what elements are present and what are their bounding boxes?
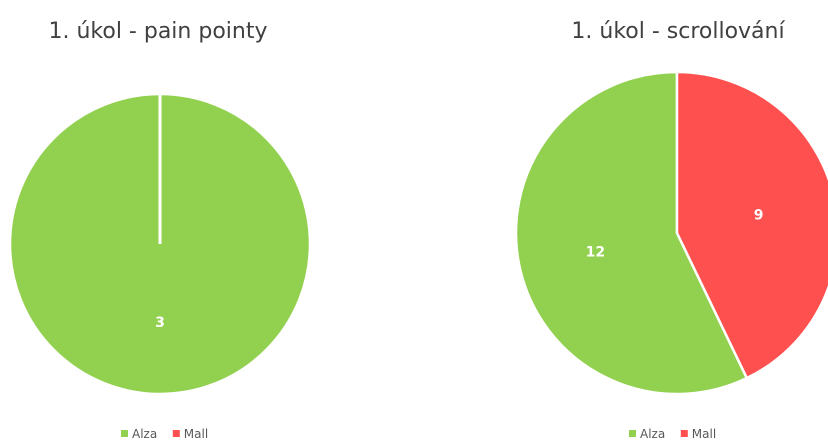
chart-title-scrollovani: 1. úkol - scrollování bbox=[571, 19, 785, 44]
legend-label-alza: Alza bbox=[132, 427, 157, 441]
legend-item-mall: Mall bbox=[172, 427, 208, 441]
pie-slice-alza bbox=[514, 70, 749, 396]
chart-title-pain-pointy: 1. úkol - pain pointy bbox=[48, 19, 267, 44]
legend-label-alza: Alza bbox=[640, 427, 665, 441]
legend-label-mall: Mall bbox=[184, 427, 208, 441]
legend-swatch-alza bbox=[629, 430, 636, 437]
pie-chart-scrollovani: 1. úkol - scrollování 12 9 Alza Mall bbox=[514, 19, 828, 441]
pie-chart-pain-pointy: 1. úkol - pain pointy 3 Alza Mall bbox=[8, 19, 312, 441]
legend-swatch-mall bbox=[680, 430, 688, 437]
legend-pain-pointy: Alza Mall bbox=[121, 427, 208, 441]
pie-slice-mall bbox=[675, 70, 828, 380]
legend-swatch-alza bbox=[121, 430, 128, 437]
legend-swatch-mall bbox=[172, 430, 180, 437]
legend-scrollovani: Alza Mall bbox=[629, 427, 716, 441]
legend-item-alza: Alza bbox=[629, 427, 665, 441]
data-label-alza: 3 bbox=[155, 315, 165, 331]
data-label-alza: 12 bbox=[586, 245, 605, 261]
legend-item-alza: Alza bbox=[121, 427, 157, 441]
legend-item-mall: Mall bbox=[680, 427, 716, 441]
data-label-mall: 9 bbox=[754, 207, 764, 223]
legend-label-mall: Mall bbox=[692, 427, 716, 441]
